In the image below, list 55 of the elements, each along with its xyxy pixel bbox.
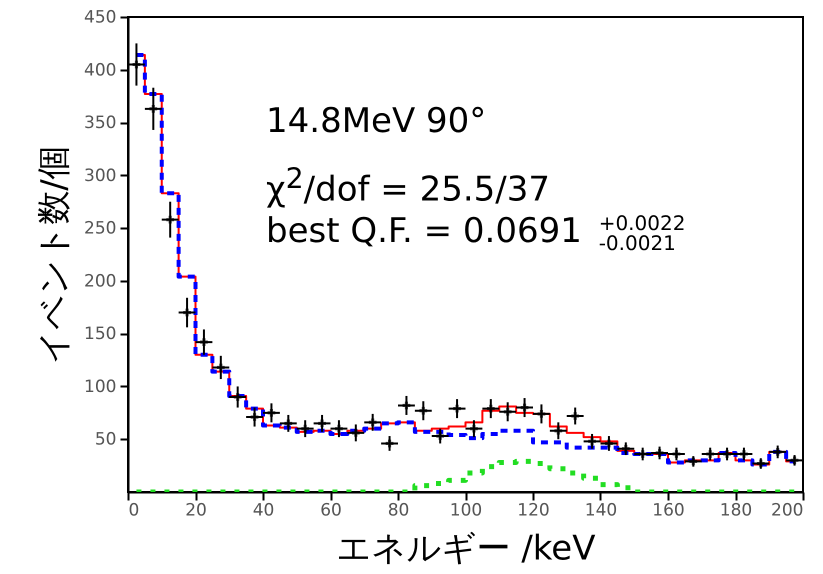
point: [419, 406, 428, 415]
point: [132, 60, 140, 68]
point: [622, 444, 630, 453]
x-tick-label: 140: [584, 500, 618, 520]
point: [166, 216, 174, 224]
point: [268, 408, 276, 417]
point: [672, 450, 680, 458]
point: [486, 404, 495, 412]
y-tick-label: 50: [94, 430, 116, 450]
y-tick-label: 100: [84, 376, 116, 397]
point: [520, 404, 528, 412]
point: [402, 402, 410, 410]
x-tick-label: 180: [720, 500, 752, 520]
point: [774, 448, 782, 456]
y-tick-label: 150: [84, 324, 116, 344]
annotation: 14.8MeV 90°: [266, 100, 488, 142]
y-tick-label: 450: [84, 8, 116, 28]
point: [538, 410, 546, 418]
point: [588, 437, 596, 446]
x-tick-label: 120: [517, 500, 550, 520]
point: [740, 450, 748, 458]
point: [706, 450, 714, 458]
point: [234, 393, 242, 401]
point: [638, 450, 647, 458]
point: [453, 404, 461, 412]
point: [200, 338, 208, 346]
y-tick-label: 200: [84, 271, 116, 292]
x-tick-label: 40: [252, 500, 274, 520]
point: [386, 440, 394, 448]
point: [183, 308, 191, 316]
point: [436, 432, 444, 440]
annotation: χ$^{2}$/dof = 25.5/37: [266, 160, 552, 210]
x-tick-label: 0: [128, 500, 140, 520]
x-tick-label: 160: [652, 500, 685, 520]
x-axis-title: エネルギー /keV: [336, 528, 596, 568]
x-tick-label: 200: [771, 500, 804, 520]
x-tick-label: 80: [388, 500, 410, 520]
point: [790, 456, 798, 464]
y-tick-label: 400: [84, 60, 116, 80]
x-tick-label: 100: [450, 500, 482, 520]
point: [504, 408, 512, 416]
y-axis-title: イベント数/個: [34, 145, 74, 365]
point: [689, 458, 698, 466]
y-tick-label: 300: [84, 166, 116, 186]
y-tick-label: 350: [84, 113, 116, 134]
y-tick-label: 250: [84, 218, 116, 239]
point: [250, 413, 258, 421]
x-tick-label: 60: [320, 500, 342, 520]
point: [149, 104, 158, 113]
point: [605, 440, 613, 448]
point: [656, 449, 664, 457]
point: [216, 364, 225, 372]
point: [723, 450, 731, 458]
x-tick-label: 20: [185, 500, 207, 520]
point: [756, 460, 765, 468]
